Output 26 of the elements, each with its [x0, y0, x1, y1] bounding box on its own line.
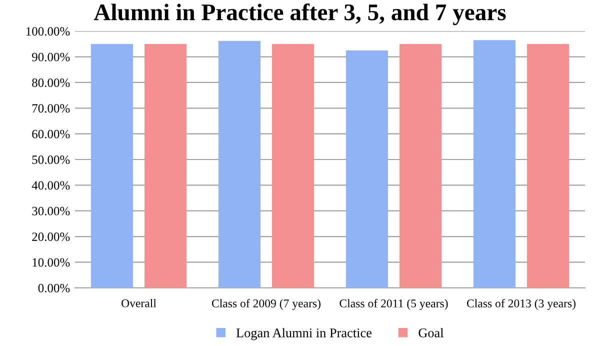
- x-tick-label: Class of 2011 (5 years): [340, 298, 448, 310]
- y-tick-label: 80.00%: [32, 78, 70, 87]
- legend-label: Logan Alumni in Practice: [236, 328, 372, 340]
- bar: [346, 50, 388, 288]
- bar: [526, 44, 570, 288]
- bar: [90, 44, 134, 288]
- y-tick-label: 50.00%: [32, 156, 70, 164]
- y-tick-label: 0.00%: [38, 284, 70, 292]
- x-tick-label: Overall: [122, 298, 156, 308]
- y-tick-label: 30.00%: [32, 206, 70, 216]
- y-tick-label: 90.00%: [32, 52, 70, 62]
- y-tick-label: 100.00%: [26, 27, 70, 36]
- bar: [473, 40, 516, 288]
- legend-label: Goal: [418, 328, 444, 338]
- bar: [144, 44, 187, 288]
- x-tick-label: Class of 2009 (7 years): [212, 298, 320, 310]
- bar: [399, 44, 442, 288]
- y-tick-label: 70.00%: [32, 104, 70, 113]
- y-tick-label: 20.00%: [32, 232, 70, 242]
- chart-title: Alumni in Practice after 3, 5, and 7 years: [94, 3, 506, 26]
- y-tick-label: 10.00%: [32, 258, 70, 267]
- y-tick-label: 40.00%: [32, 181, 70, 190]
- x-tick-label: Class of 2013 (3 years): [466, 298, 576, 310]
- bar: [218, 40, 261, 288]
- y-tick-label: 60.00%: [32, 130, 70, 138]
- bar: [272, 44, 314, 288]
